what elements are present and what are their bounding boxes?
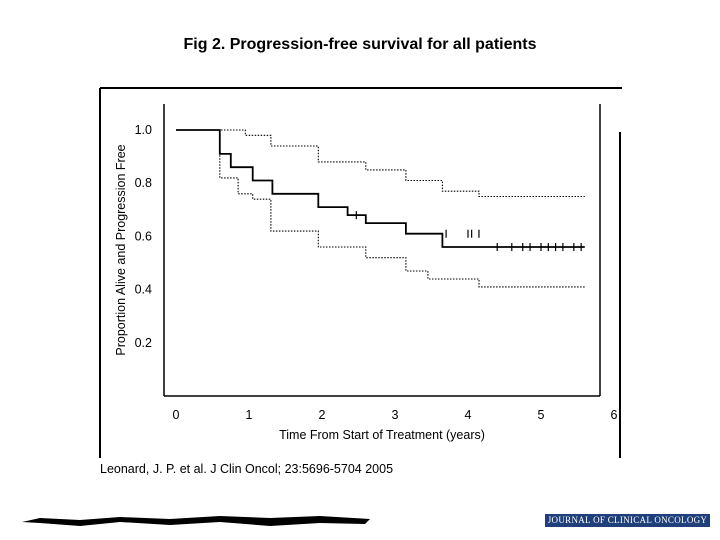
y-tick-label: 1.0 xyxy=(135,123,152,137)
x-axis-label: Time From Start of Treatment (years) xyxy=(279,428,485,442)
x-tick-label: 3 xyxy=(392,408,399,422)
citation: Leonard, J. P. et al. J Clin Oncol; 23:5… xyxy=(100,462,394,476)
redacted-scribble xyxy=(22,516,370,526)
confidence-bound-2 xyxy=(176,129,585,288)
x-tick-label: 1 xyxy=(246,408,253,422)
journal-logo: JOURNAL OF CLINICAL ONCOLOGY xyxy=(545,514,710,527)
x-tick-label: 4 xyxy=(465,408,472,422)
survival-curve xyxy=(176,129,585,248)
y-axis-label: Proportion Alive and Progression Free xyxy=(114,144,128,355)
y-tick-label: 0.6 xyxy=(135,229,152,243)
y-tick-label: 0.4 xyxy=(135,283,152,297)
y-tick-label: 0.2 xyxy=(135,336,152,350)
slide-title: Fig 2. Progression-free survival for all… xyxy=(183,36,537,53)
x-tick-label: 6 xyxy=(611,408,618,422)
km-chart: 0.2 0.4 0.6 0.8 1.0 0 1 2 3 4 5 6 Time From Start o… xyxy=(99,87,622,458)
y-tick-label: 0.8 xyxy=(135,176,152,190)
x-tick-label: 0 xyxy=(173,408,180,422)
x-tick-label: 2 xyxy=(319,408,326,422)
figure-panel: 0.2 0.4 0.6 0.8 1.0 0 1 2 3 4 5 6 Time From Start o… xyxy=(98,86,622,458)
confidence-bound-1 xyxy=(176,129,585,198)
x-tick-label: 5 xyxy=(538,408,545,422)
